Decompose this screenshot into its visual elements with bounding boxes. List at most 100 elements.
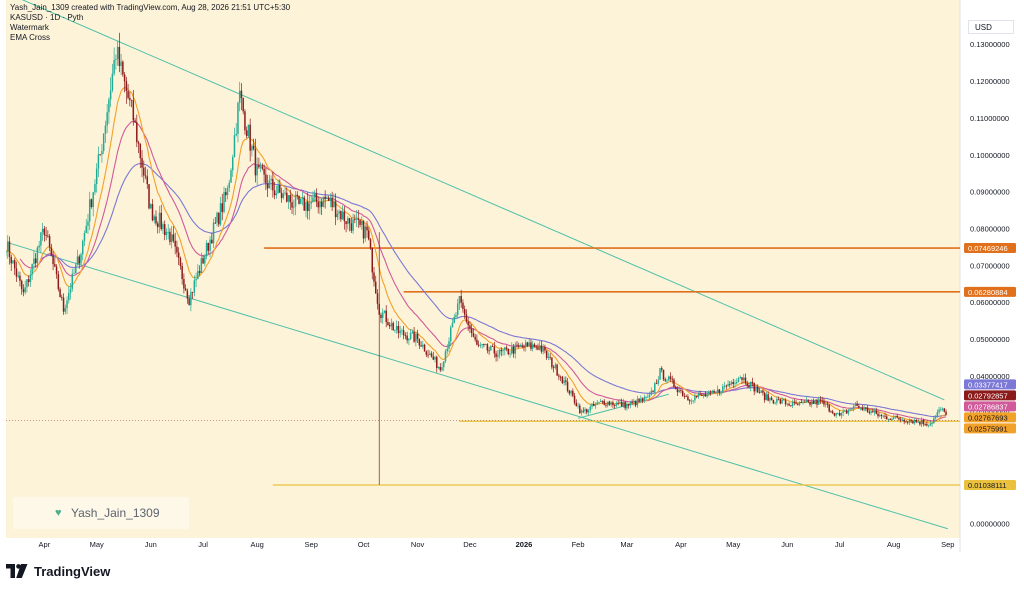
chart-area[interactable]: 0.000000000.030000000.040000000.05000000… [6, 0, 1018, 552]
candle-body [251, 145, 253, 151]
candle-body [469, 325, 471, 329]
candle-body [54, 264, 56, 267]
candles [6, 32, 947, 485]
candle-body [97, 154, 100, 169]
candle-body [905, 421, 907, 423]
price-badge-label: 0.03377417 [968, 380, 1008, 389]
candle-body [908, 420, 911, 423]
candle-body [291, 202, 293, 208]
lower-channel-line [9, 242, 948, 530]
candle-body [193, 280, 196, 293]
candle-body [106, 112, 108, 126]
candle-body [284, 192, 286, 194]
candle-body [753, 383, 755, 392]
candle-body [19, 275, 21, 281]
candle-body [401, 330, 403, 332]
ema-slow-line [19, 121, 947, 422]
candle-body [589, 406, 592, 411]
symbol-label[interactable]: KASUSD · 1D · Pyth [10, 13, 84, 22]
time-axis[interactable]: Apr May Jun Jul Aug Sep Oct Nov Dec 2026 Feb Mar Apr… [39, 540, 955, 549]
candle-body [369, 239, 372, 248]
candle-body [197, 271, 199, 279]
candle-body [463, 308, 466, 315]
candle-body [924, 423, 926, 425]
candle-body [184, 288, 187, 291]
indicator-ema-cross-label[interactable]: EMA Cross [10, 33, 51, 42]
candle-body [565, 380, 567, 382]
candle-body [526, 342, 529, 346]
candle-body [151, 204, 154, 221]
candle-body [188, 298, 190, 306]
candle-body [762, 390, 764, 393]
candle-body [404, 335, 407, 337]
candle-body [838, 413, 841, 416]
candle-body [273, 190, 276, 196]
candle-body [783, 399, 785, 401]
candle-body [50, 247, 53, 256]
candle-body [734, 383, 736, 385]
candle-body [812, 401, 815, 404]
candle-body [429, 353, 431, 355]
price-badge-bg [964, 286, 1016, 297]
candle-body [94, 184, 96, 193]
candle-body [749, 381, 752, 388]
candle-body [755, 386, 757, 392]
candle-body [415, 333, 417, 342]
currency-selector[interactable]: USD [968, 20, 1014, 34]
candle-body [692, 400, 694, 402]
candle-body [127, 90, 129, 98]
price-badge-label: 0.02575991 [968, 424, 1008, 433]
price-chart[interactable]: 0.000000000.030000000.040000000.05000000… [6, 0, 1018, 552]
candle-body [8, 241, 11, 257]
candle-body [235, 133, 237, 136]
candle-body [505, 347, 508, 349]
candle-body [514, 344, 517, 354]
candle-body [181, 266, 183, 280]
candle-body [823, 400, 825, 405]
candle-body [617, 402, 619, 404]
candle-body [620, 402, 623, 407]
candle-body [933, 418, 935, 424]
candle-body [373, 272, 375, 282]
candle-body [481, 344, 483, 346]
candle-body [75, 264, 77, 274]
candle-body [68, 292, 70, 301]
candle-body [312, 197, 314, 203]
candle-body [416, 333, 419, 339]
candle-body [366, 226, 368, 231]
green-heart-icon: ♥ [55, 507, 62, 519]
time-tick-label: Jun [145, 540, 157, 549]
candle-body [835, 413, 837, 416]
candle-body [141, 158, 143, 168]
time-tick-label: Jul [198, 540, 208, 549]
candle-body [446, 348, 448, 352]
candle-body [800, 401, 803, 403]
candle-body [176, 246, 178, 253]
candle-body [861, 407, 864, 411]
candle-body [422, 344, 424, 347]
candle-body [462, 302, 464, 309]
candle-body [903, 419, 905, 422]
candle-body [212, 222, 215, 244]
price-badge-bg [964, 379, 1016, 390]
candle-body [116, 46, 119, 60]
candle-body [36, 247, 39, 264]
candle-body [155, 216, 157, 224]
candle-body [938, 409, 940, 413]
price-badge-label: 0.02792857 [968, 391, 1008, 400]
candle-body [219, 203, 222, 225]
indicator-watermark-label[interactable]: Watermark [10, 23, 49, 32]
candle-body [455, 315, 457, 318]
candle-body [207, 242, 210, 251]
tradingview-brand[interactable]: TradingView [6, 562, 110, 580]
candle-body [811, 401, 813, 405]
candle-body [472, 333, 475, 337]
candle-body [334, 201, 337, 218]
candle-body [479, 345, 482, 346]
candle-body [912, 421, 914, 424]
candle-body [530, 342, 532, 349]
candle-body [443, 361, 445, 368]
candle-body [123, 74, 126, 82]
candle-body [186, 290, 189, 299]
candle-body [580, 410, 583, 413]
